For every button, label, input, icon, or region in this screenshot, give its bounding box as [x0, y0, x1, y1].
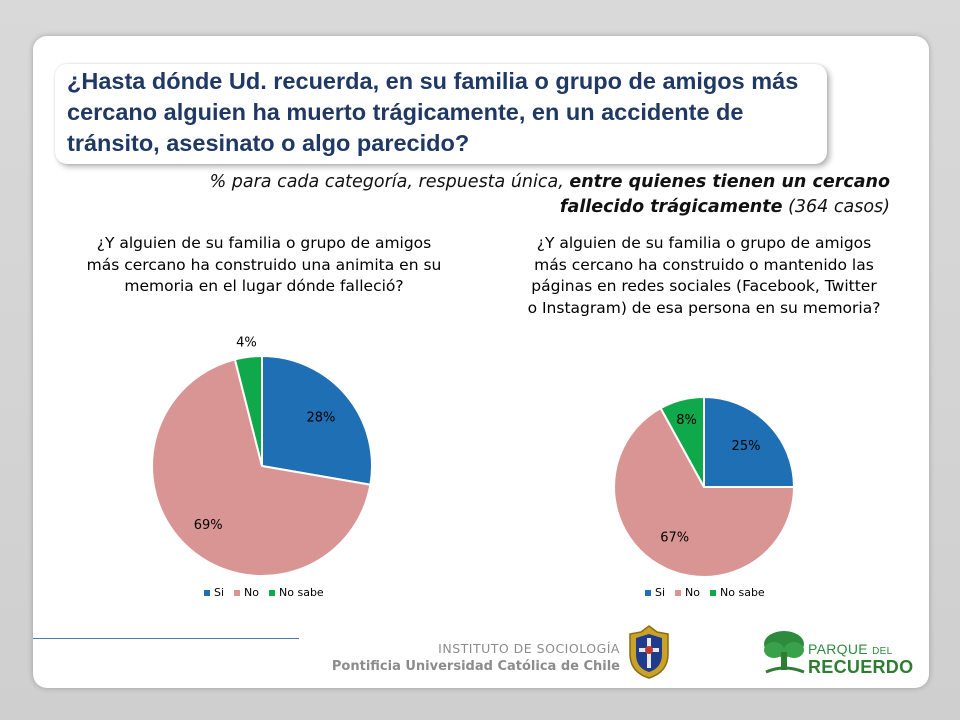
- chart-1-legend-label-si: Si: [214, 586, 225, 599]
- chart-2-legend: Si No No sabe: [645, 586, 765, 599]
- pie-chart-2: 25% 67% 8%: [613, 395, 796, 578]
- chart-1-legend-label-no: No: [244, 586, 260, 599]
- slide-title: ¿Hasta dónde Ud. recuerda, en su familia…: [67, 68, 799, 156]
- chart-1-legend-label-no-sabe: No sabe: [279, 586, 324, 599]
- chart-1-slice-no: [151, 358, 372, 577]
- institute-name: INSTITUTO DE SOCIOLOGÍA: [438, 641, 620, 656]
- chart-2-legend-label-no: No: [685, 586, 701, 599]
- parque-del-recuerdo-tree-icon: [764, 631, 805, 674]
- chart-2-legend-swatch-no-sabe: [710, 589, 717, 596]
- chart-2-label-no-sabe: 8%: [676, 413, 697, 428]
- subtitle-part3: (364 casos): [782, 197, 890, 217]
- chart-1-label-si: 28%: [306, 410, 335, 425]
- chart-2-slice-no: [613, 406, 796, 578]
- chart-1-legend-item-si: Si: [204, 586, 224, 599]
- footer-divider: [33, 638, 299, 639]
- logo-text-bottom: RECUERDO: [808, 657, 914, 677]
- logo-word-parque: PARQUE: [808, 641, 868, 657]
- chart-1-legend-swatch-si: [204, 589, 210, 596]
- chart-2-slice-si: [703, 395, 796, 488]
- chart-1-slice-si: [261, 354, 373, 486]
- chart-2-legend-label-si: Si: [655, 586, 666, 599]
- chart-2-legend-swatch-no: [675, 589, 682, 596]
- logo-word-del: DEL: [872, 646, 893, 657]
- chart-1-legend-swatch-no: [234, 589, 241, 596]
- university-seal-icon: [629, 625, 669, 679]
- institute-block: INSTITUTO DE SOCIOLOGÍA Pontificia Unive…: [300, 640, 620, 676]
- chart-2-legend-item-no: No: [675, 586, 700, 599]
- chart-1-legend-item-no: No: [234, 586, 259, 599]
- chart-2-legend-label-no-sabe: No sabe: [720, 586, 765, 599]
- logo-text-top: PARQUE DEL: [808, 641, 892, 657]
- pie-chart-1: 28% 69% 4%: [151, 336, 373, 577]
- subtitle-part2: entre quienes tienen un cercano fallecid…: [559, 172, 890, 217]
- chart-1-legend-swatch-no-sabe: [269, 589, 276, 596]
- chart-2-label-no: 67%: [660, 531, 689, 546]
- chart-2-legend-swatch-si: [645, 589, 651, 596]
- slide-subtitle: % para cada categoría, respuesta única, …: [150, 170, 890, 220]
- chart-1-legend: Si No No sabe: [204, 586, 324, 599]
- chart-2-legend-item-no-sabe: No sabe: [710, 586, 765, 599]
- title-box: [55, 64, 827, 164]
- chart-1-legend-item-no-sabe: No sabe: [269, 586, 324, 599]
- chart-1-slice-no-sabe: [233, 354, 263, 467]
- chart-1-title: ¿Y alguien de su familia o grupo de amig…: [86, 234, 442, 295]
- chart-1-label-no: 69%: [194, 518, 223, 533]
- university-name: Pontificia Universidad Católica de Chile: [331, 659, 620, 674]
- chart-2-slice-no-sabe: [659, 395, 705, 488]
- subtitle-part1: % para cada categoría, respuesta única,: [209, 172, 570, 192]
- chart-2-legend-item-si: Si: [645, 586, 665, 599]
- chart-1-label-no-sabe: 4%: [236, 336, 257, 351]
- chart-2-title: ¿Y alguien de su familia o grupo de amig…: [527, 234, 881, 317]
- chart-2-label-si: 25%: [732, 439, 761, 454]
